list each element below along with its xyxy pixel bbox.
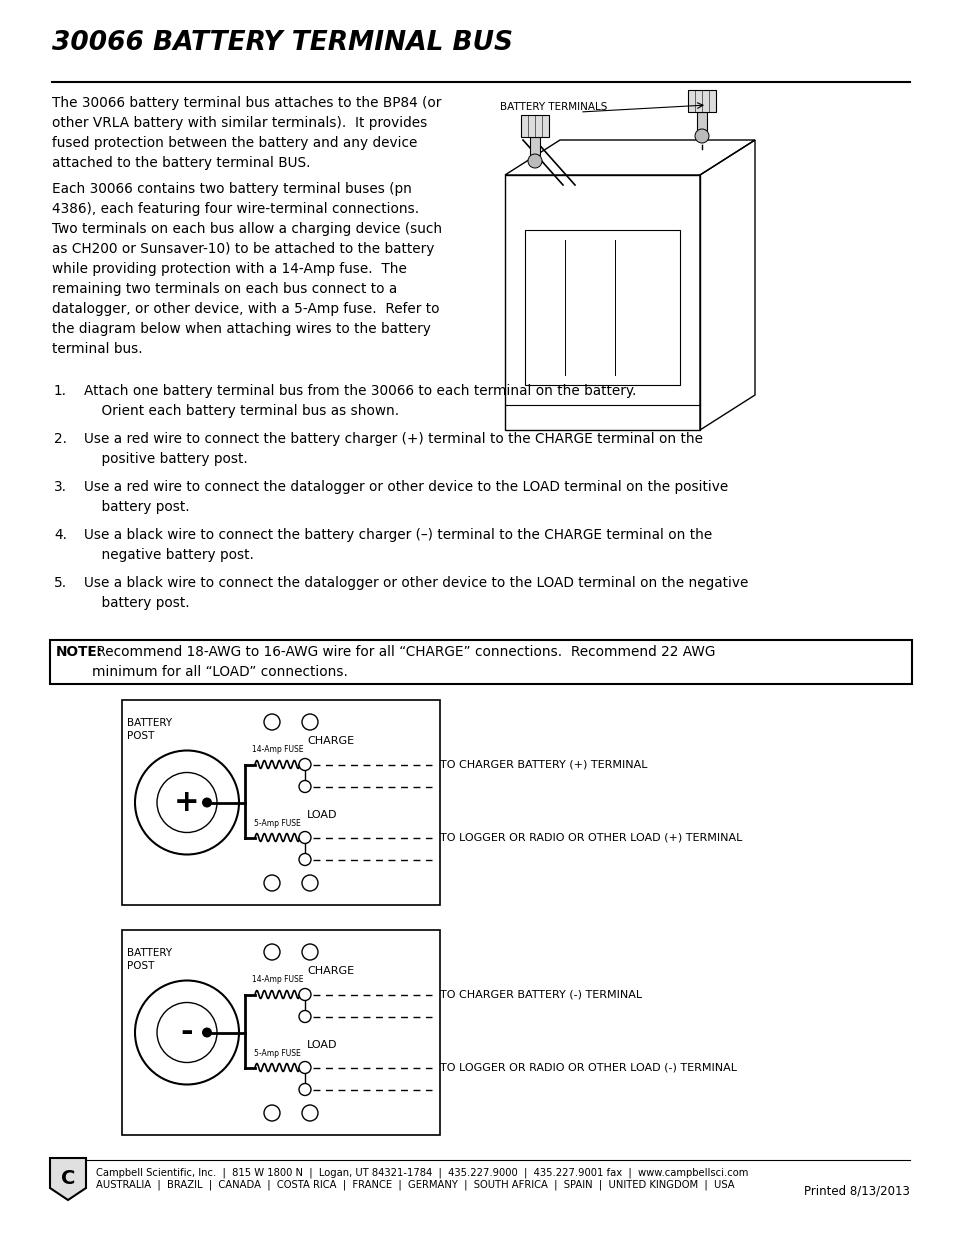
Circle shape <box>527 154 541 168</box>
Text: The 30066 battery terminal bus attaches to the BP84 (or
other VRLA battery with : The 30066 battery terminal bus attaches … <box>52 96 441 170</box>
Circle shape <box>298 831 311 844</box>
Text: Attach one battery terminal bus from the 30066 to each terminal on the battery.
: Attach one battery terminal bus from the… <box>84 384 636 417</box>
Text: Each 30066 contains two battery terminal buses (pn
4386), each featuring four wi: Each 30066 contains two battery terminal… <box>52 182 441 357</box>
Bar <box>122 930 439 1135</box>
Text: Printed 8/13/2013: Printed 8/13/2013 <box>803 1186 909 1198</box>
Bar <box>50 640 911 684</box>
Text: 2.: 2. <box>54 432 67 446</box>
Text: Recommend 18-AWG to 16-AWG wire for all “CHARGE” connections.  Recommend 22 AWG
: Recommend 18-AWG to 16-AWG wire for all … <box>91 645 715 678</box>
Text: 3.: 3. <box>54 480 67 494</box>
Text: LOAD: LOAD <box>307 1040 337 1050</box>
Circle shape <box>202 1028 212 1037</box>
Polygon shape <box>520 115 548 137</box>
Text: 1.: 1. <box>54 384 67 398</box>
Text: 5-Amp FUSE: 5-Amp FUSE <box>253 819 300 827</box>
Text: Use a black wire to connect the battery charger (–) terminal to the CHARGE termi: Use a black wire to connect the battery … <box>84 529 712 562</box>
Circle shape <box>298 988 311 1000</box>
Text: BATTERY
POST: BATTERY POST <box>127 948 172 971</box>
Circle shape <box>695 128 708 143</box>
Circle shape <box>298 1010 311 1023</box>
Polygon shape <box>50 1158 86 1200</box>
Text: LOAD: LOAD <box>307 809 337 820</box>
Circle shape <box>298 781 311 793</box>
Polygon shape <box>697 112 706 130</box>
Text: 14-Amp FUSE: 14-Amp FUSE <box>252 746 303 755</box>
Text: C: C <box>61 1168 75 1188</box>
Text: 14-Amp FUSE: 14-Amp FUSE <box>252 976 303 984</box>
Text: Use a red wire to connect the battery charger (+) terminal to the CHARGE termina: Use a red wire to connect the battery ch… <box>84 432 702 466</box>
Text: Use a red wire to connect the datalogger or other device to the LOAD terminal on: Use a red wire to connect the datalogger… <box>84 480 727 514</box>
Text: BATTERY
POST: BATTERY POST <box>127 718 172 741</box>
Polygon shape <box>530 137 539 156</box>
Text: 5.: 5. <box>53 576 67 590</box>
Text: 30066 BATTERY TERMINAL BUS: 30066 BATTERY TERMINAL BUS <box>52 30 513 56</box>
Text: NOTE:: NOTE: <box>56 645 103 659</box>
Text: BATTERY TERMINALS: BATTERY TERMINALS <box>499 103 607 112</box>
Circle shape <box>298 758 311 771</box>
Text: TO CHARGER BATTERY (+) TERMINAL: TO CHARGER BATTERY (+) TERMINAL <box>439 760 647 769</box>
Text: -: - <box>180 1018 193 1047</box>
Text: AUSTRALIA  |  BRAZIL  |  CANADA  |  COSTA RICA  |  FRANCE  |  GERMANY  |  SOUTH : AUSTRALIA | BRAZIL | CANADA | COSTA RICA… <box>96 1179 734 1191</box>
Text: TO LOGGER OR RADIO OR OTHER LOAD (+) TERMINAL: TO LOGGER OR RADIO OR OTHER LOAD (+) TER… <box>439 832 741 842</box>
Circle shape <box>298 853 311 866</box>
Text: 5-Amp FUSE: 5-Amp FUSE <box>253 1049 300 1057</box>
Text: TO LOGGER OR RADIO OR OTHER LOAD (-) TERMINAL: TO LOGGER OR RADIO OR OTHER LOAD (-) TER… <box>439 1062 737 1072</box>
Bar <box>122 700 439 905</box>
Text: Use a black wire to connect the datalogger or other device to the LOAD terminal : Use a black wire to connect the datalogg… <box>84 576 747 610</box>
Polygon shape <box>687 90 716 112</box>
Circle shape <box>298 1083 311 1095</box>
Circle shape <box>202 798 212 808</box>
Text: +: + <box>174 788 199 818</box>
Text: CHARGE: CHARGE <box>307 967 354 977</box>
Text: CHARGE: CHARGE <box>307 736 354 746</box>
Text: 4.: 4. <box>54 529 67 542</box>
Text: TO CHARGER BATTERY (-) TERMINAL: TO CHARGER BATTERY (-) TERMINAL <box>439 989 641 999</box>
Circle shape <box>298 1062 311 1073</box>
Text: Campbell Scientific, Inc.  |  815 W 1800 N  |  Logan, UT 84321-1784  |  435.227.: Campbell Scientific, Inc. | 815 W 1800 N… <box>96 1168 747 1178</box>
